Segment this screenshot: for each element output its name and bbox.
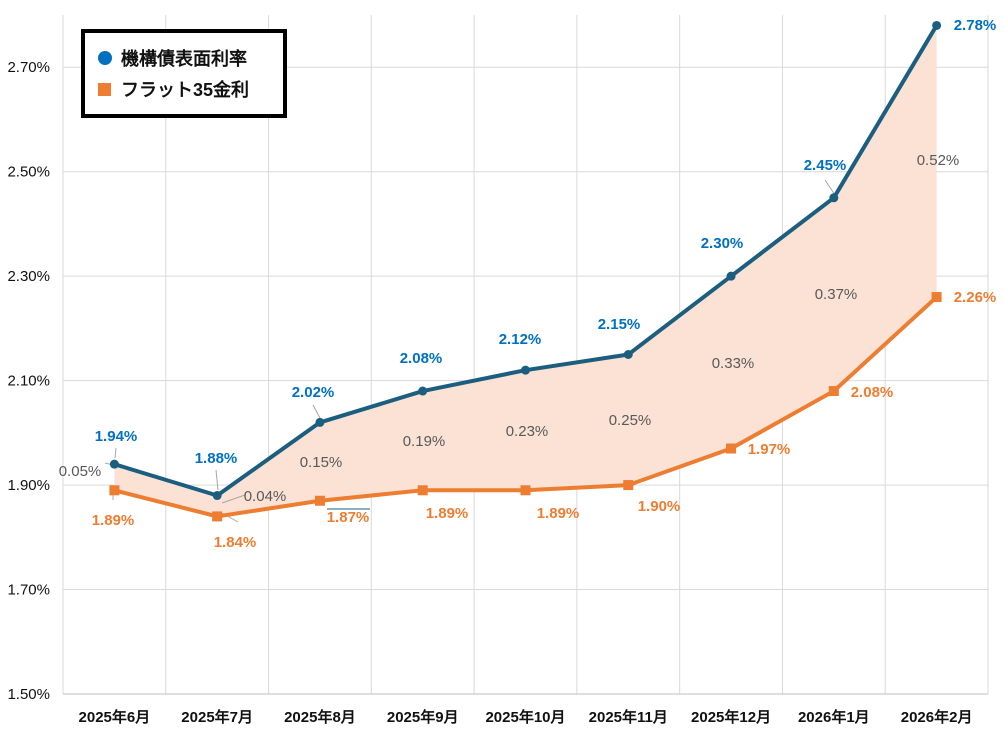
bond-rate-data-label: 2.12% [499,331,542,348]
flat35-point [212,511,223,522]
leader-line [824,179,836,196]
x-tick-label: 2025年11月 [589,708,668,726]
bond-rate-data-label: 1.94% [95,428,138,445]
flat35-point [931,292,942,303]
flat35-data-label: 1.97% [748,441,791,458]
flat35-data-label: 1.90% [638,498,681,515]
flat35-point [520,485,531,496]
bond-rate-point [212,491,222,501]
x-tick-label: 2025年10月 [485,708,565,726]
bond-rate-point [623,350,633,359]
legend: 機構債表面利率 フラット35金利 [81,29,287,118]
bond-rate-data-label: 2.78% [954,17,997,34]
spread-data-label: 0.37% [815,286,858,303]
bond-rate-data-label: 2.30% [701,235,744,252]
x-tick-label: 2025年9月 [387,708,459,726]
bond-rate-data-label: 2.45% [804,157,847,174]
leader-line [215,469,219,491]
leader-line [114,447,117,459]
bond-rate-point [726,271,736,281]
legend-box [81,29,287,118]
flat35-data-label: 1.89% [537,505,580,522]
x-tick-label: 2025年8月 [284,708,356,726]
y-tick-label: 1.90% [7,477,50,494]
flat35-data-label: 2.08% [851,384,894,401]
bond-rate-data-label: 2.02% [292,384,335,401]
spread-area [114,25,937,517]
spread-data-label: 0.33% [712,355,755,372]
flat35-point [109,485,120,496]
legend-square-icon [98,83,111,96]
y-tick-label: 2.10% [7,373,50,390]
flat35-data-label: 1.89% [92,512,135,529]
flat35-data-label: 1.84% [214,534,257,551]
y-tick-label: 2.70% [7,59,50,76]
flat35-data-label: 2.26% [954,289,997,306]
spread-data-label: 0.23% [506,423,549,440]
spread-data-label: 0.04% [244,488,287,505]
x-tick-label: 2025年6月 [79,708,151,726]
flat35-data-label: 1.87% [327,509,370,526]
bond-rate-data-label: 2.15% [598,316,641,333]
spread-data-label: 0.15% [300,454,343,471]
y-tick-label: 1.50% [7,686,50,703]
leader-line [312,404,321,419]
y-tick-label: 2.30% [7,268,50,285]
flat35-point [417,485,428,496]
flat35-point [726,443,737,454]
leader-line [221,494,246,504]
legend-label-bond-rate: 機構債表面利率 [121,48,247,69]
x-tick-label: 2026年1月 [798,708,870,726]
bond-rate-point [521,365,530,375]
flat35-point [314,495,325,506]
flat35-point [623,480,634,491]
bond-rate-point [315,417,325,427]
bond-rate-point [418,386,428,396]
bond-rate-point [109,459,119,469]
x-tick-label: 2025年7月 [181,708,253,726]
bond-rate-data-label: 2.08% [400,350,443,367]
spread-data-label: 0.05% [59,463,102,480]
flat35-data-label: 1.89% [426,505,469,522]
spread-data-label: 0.25% [609,412,652,429]
x-tick-label: 2026年2月 [901,708,973,726]
x-tick-label: 2025年12月 [691,708,771,726]
bond-rate-point [932,20,942,30]
y-tick-label: 1.70% [7,582,50,599]
flat35-point [828,386,839,397]
y-tick-label: 2.50% [7,164,50,181]
spread-data-label: 0.52% [917,152,960,169]
legend-label-flat35-rate: フラット35金利 [121,79,249,100]
legend-circle-icon [98,51,112,65]
bond-rate-point [829,193,839,203]
spread-data-label: 0.19% [403,433,446,450]
bond-rate-data-label: 1.88% [195,450,238,467]
